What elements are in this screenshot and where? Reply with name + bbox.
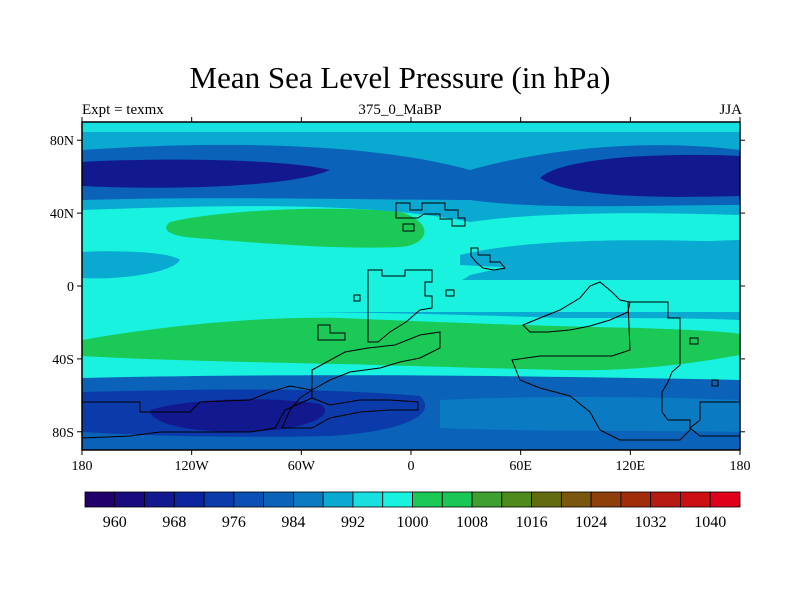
island-outline-5 bbox=[689, 337, 699, 345]
northern-low-band bbox=[82, 144, 740, 207]
colorbar-label: 1000 bbox=[397, 514, 429, 531]
northern-deep-low-west bbox=[82, 159, 330, 188]
colorbar-cell bbox=[590, 491, 622, 508]
colorbar-cell bbox=[352, 491, 384, 508]
southern-high-green bbox=[82, 317, 740, 371]
colorbar-label: 1024 bbox=[575, 514, 607, 531]
antarctic-low-east bbox=[440, 397, 740, 432]
island-outline-1 bbox=[402, 223, 415, 232]
y-tick-label: 0 bbox=[67, 280, 74, 295]
x-axis-ticks: 180 120W 60W 0 60E 120E 180 bbox=[72, 117, 751, 474]
colorbar-cell bbox=[620, 491, 652, 508]
laurussia-outline bbox=[395, 202, 466, 227]
colorbar-cell bbox=[382, 491, 413, 508]
colorbar-cell bbox=[471, 491, 503, 508]
arctic-band bbox=[82, 122, 740, 132]
colorbar-label: 1040 bbox=[694, 514, 726, 531]
island-outline-6 bbox=[711, 379, 719, 387]
colorbar-label: 968 bbox=[162, 514, 186, 531]
y-tick-label: 40N bbox=[50, 207, 74, 222]
colorbar-cell bbox=[173, 491, 205, 508]
gondwana-east-outline bbox=[511, 301, 691, 441]
colorbar-cell bbox=[531, 491, 562, 508]
antarctic-east-outline bbox=[689, 401, 740, 437]
gondwana-east-arc-outline bbox=[522, 281, 631, 333]
island-outline-2 bbox=[470, 247, 506, 271]
x-tick-label: 120W bbox=[175, 459, 210, 474]
colorbar-label: 960 bbox=[103, 514, 127, 531]
colorbar-label: 984 bbox=[281, 514, 305, 531]
x-tick-label: 120E bbox=[616, 459, 646, 474]
equatorial-band bbox=[82, 280, 740, 312]
x-tick-label: 60E bbox=[509, 459, 532, 474]
colorbar-label: 992 bbox=[341, 514, 365, 531]
colorbar-cell bbox=[501, 491, 532, 508]
season-label: JJA bbox=[719, 102, 742, 118]
colorbar-label: 1016 bbox=[516, 514, 548, 531]
x-tick-label: 180 bbox=[72, 459, 93, 474]
colorbar-cell bbox=[680, 491, 711, 508]
colorbar-cell bbox=[412, 491, 443, 508]
colorbar-cell bbox=[144, 491, 175, 508]
colorbar-label: 1008 bbox=[456, 514, 488, 531]
south-pole-band bbox=[82, 438, 740, 450]
y-axis-ticks: 80N 40N 0 40S 80S bbox=[50, 134, 745, 441]
colorbar-cell bbox=[233, 491, 265, 508]
gondwana-central-outline bbox=[281, 324, 441, 429]
antarctic-deep-low bbox=[150, 399, 326, 432]
plot-title: Mean Sea Level Pressure (in hPa) bbox=[189, 60, 611, 95]
x-tick-label: 0 bbox=[408, 459, 415, 474]
island-outline-4 bbox=[445, 289, 455, 297]
antarctic-outline bbox=[82, 385, 313, 439]
tropical-low-blue bbox=[82, 251, 180, 279]
pacific-high-cell bbox=[166, 208, 425, 248]
colorbar-cell bbox=[560, 491, 592, 508]
y-tick-label: 80N bbox=[50, 134, 74, 149]
colorbar-cell bbox=[650, 491, 681, 508]
x-tick-label: 180 bbox=[730, 459, 751, 474]
colorbar-cells bbox=[84, 491, 741, 508]
northern-deep-low-east bbox=[540, 154, 740, 197]
continent-outlines bbox=[82, 202, 740, 441]
period-label: 375_0_MaBP bbox=[358, 102, 442, 118]
colorbar-cell bbox=[322, 491, 354, 508]
y-tick-label: 40S bbox=[52, 353, 74, 368]
colorbar-cell bbox=[709, 491, 741, 508]
colorbar-cell bbox=[114, 491, 145, 508]
asia-low-blue bbox=[460, 240, 740, 280]
colorbar-label: 976 bbox=[222, 514, 246, 531]
x-tick-label: 60W bbox=[288, 459, 316, 474]
experiment-label: Expt = texmx bbox=[82, 102, 164, 118]
colorbar-cell bbox=[84, 491, 116, 508]
y-tick-label: 80S bbox=[52, 426, 74, 441]
colorbar-labels: 960 968 976 984 992 1000 1008 1016 1024 1032 1040 bbox=[103, 514, 726, 531]
colorbar-label: 1032 bbox=[635, 514, 667, 531]
colorbar-cell bbox=[263, 491, 294, 508]
colorbar-cell bbox=[293, 491, 324, 508]
colorbar-cell bbox=[441, 491, 473, 508]
colorbar-cell bbox=[203, 491, 235, 508]
island-outline-3 bbox=[353, 294, 361, 302]
gondwana-west-outline bbox=[367, 269, 433, 343]
